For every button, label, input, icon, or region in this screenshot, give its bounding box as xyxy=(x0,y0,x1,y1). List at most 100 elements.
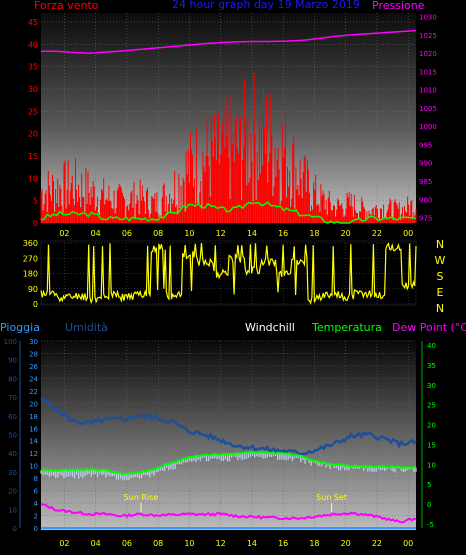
direction-y-tick: 360 xyxy=(23,239,38,248)
rain-y-tick: 0 xyxy=(34,525,38,533)
dewpoint-series xyxy=(40,502,417,524)
pressure-y-tick: 1020 xyxy=(419,50,437,58)
wind-average-series xyxy=(40,201,417,224)
rain-y-tick: 26 xyxy=(29,363,38,371)
compass-label: E xyxy=(437,286,444,299)
wind-x-tick: 06 xyxy=(122,229,132,238)
sun-set-label: Sun Set xyxy=(316,493,347,502)
wind-y-tick: 5 xyxy=(33,197,38,206)
wind-x-tick: 18 xyxy=(309,229,319,238)
weather-x-tick: 18 xyxy=(309,539,319,548)
temperature-y-tick: 0 xyxy=(427,501,431,509)
humidity-y-tick: 80 xyxy=(8,375,17,383)
humidity-series xyxy=(40,397,417,456)
rain-y-tick: 28 xyxy=(29,350,38,358)
humidity-y-tick: 100 xyxy=(4,338,17,346)
pressure-y-tick: 1010 xyxy=(419,87,437,95)
pressure-series xyxy=(41,29,417,54)
weather-x-tick: 22 xyxy=(372,539,382,548)
temperature-y-tick: -5 xyxy=(427,521,434,529)
pressure-y-tick: 980 xyxy=(419,196,432,204)
rain-y-tick: 22 xyxy=(29,388,38,396)
humidity-y-tick: 0 xyxy=(13,525,17,533)
pressure-axis-title: Pressione xyxy=(372,0,425,12)
wind-x-tick: 12 xyxy=(216,229,226,238)
pressure-y-tick: 1025 xyxy=(419,32,437,40)
rain-axis-title: Pioggia xyxy=(0,321,40,334)
humidity-y-tick: 50 xyxy=(8,432,17,440)
humidity-y-tick: 40 xyxy=(8,450,17,458)
temperature-y-tick: 15 xyxy=(427,441,436,449)
humidity-y-tick: 70 xyxy=(8,394,17,402)
pressure-y-tick: 995 xyxy=(419,141,432,149)
wind-x-tick: 04 xyxy=(91,229,101,238)
pressure-y-tick: 975 xyxy=(419,215,432,223)
temperature-series xyxy=(40,451,417,476)
rain-y-tick: 30 xyxy=(29,338,38,346)
rain-y-tick: 10 xyxy=(29,463,38,471)
humidity-axis-title: Umidità xyxy=(65,321,108,334)
rain-y-tick: 8 xyxy=(34,475,38,483)
chart-title: 24 hour graph day 19 Marzo 2019 xyxy=(172,0,360,11)
rain-y-tick: 14 xyxy=(29,438,38,446)
rain-y-tick: 4 xyxy=(34,500,39,508)
rain-y-tick: 20 xyxy=(29,400,38,408)
wind-axis-title: Forza vento xyxy=(34,0,99,12)
temperature-label: Temperatura xyxy=(311,321,382,334)
compass-label: W xyxy=(435,254,446,267)
wind-y-tick: 15 xyxy=(28,152,38,161)
temperature-y-tick: 5 xyxy=(427,481,431,489)
weather-x-tick: 00 xyxy=(403,539,413,548)
wind-x-tick: 20 xyxy=(341,229,351,238)
wind-y-tick: 40 xyxy=(28,40,38,49)
temperature-y-tick: 20 xyxy=(427,422,436,430)
pressure-y-tick: 1030 xyxy=(419,14,437,22)
wind-x-tick: 08 xyxy=(153,229,163,238)
pressure-y-tick: 1015 xyxy=(419,68,437,76)
weather-panel-background xyxy=(41,340,416,530)
rain-y-tick: 2 xyxy=(34,513,38,521)
wind-y-tick: 25 xyxy=(28,107,38,116)
wind-x-tick: 02 xyxy=(59,229,69,238)
compass-label: N xyxy=(436,302,444,315)
wind-direction-series xyxy=(40,242,417,305)
humidity-y-tick: 90 xyxy=(8,357,17,365)
direction-y-tick: 90 xyxy=(28,285,38,294)
wind-y-tick: 45 xyxy=(28,18,38,27)
pressure-y-tick: 985 xyxy=(419,178,432,186)
temperature-y-tick: 30 xyxy=(427,382,436,390)
rain-y-tick: 12 xyxy=(29,450,38,458)
humidity-y-tick: 10 xyxy=(8,506,17,514)
weather-x-tick: 10 xyxy=(184,539,194,548)
weather-x-tick: 06 xyxy=(122,539,132,548)
wind-x-tick: 16 xyxy=(278,229,288,238)
humidity-y-tick: 30 xyxy=(8,469,17,477)
compass-label: S xyxy=(437,270,444,283)
temperature-y-tick: 25 xyxy=(427,402,436,410)
wind-y-tick: 20 xyxy=(28,130,38,139)
windchill-series xyxy=(40,452,417,481)
temperature-y-tick: 40 xyxy=(427,342,436,350)
humidity-y-tick: 60 xyxy=(8,413,17,421)
temperature-y-tick: 35 xyxy=(427,362,436,370)
direction-y-tick: 0 xyxy=(33,300,38,309)
pressure-y-tick: 1005 xyxy=(419,105,437,113)
wind-y-tick: 0 xyxy=(33,219,38,228)
direction-y-tick: 180 xyxy=(23,270,38,279)
pressure-y-tick: 1000 xyxy=(419,123,437,131)
wind-y-tick: 35 xyxy=(28,63,38,72)
wind-x-tick: 00 xyxy=(403,229,413,238)
weather-x-tick: 20 xyxy=(341,539,351,548)
weather-x-tick: 16 xyxy=(278,539,288,548)
wind-y-tick: 10 xyxy=(28,174,38,183)
chart-marks-layer: 0510152025303540459759809859909951000100… xyxy=(4,13,446,548)
weather-x-tick: 08 xyxy=(153,539,163,548)
direction-y-tick: 270 xyxy=(23,254,38,263)
weather-x-tick: 04 xyxy=(91,539,101,548)
temperature-y-tick: 10 xyxy=(427,461,436,469)
wind-x-tick: 22 xyxy=(372,229,382,238)
weather-x-tick: 12 xyxy=(216,539,226,548)
wind-x-tick: 14 xyxy=(247,229,257,238)
